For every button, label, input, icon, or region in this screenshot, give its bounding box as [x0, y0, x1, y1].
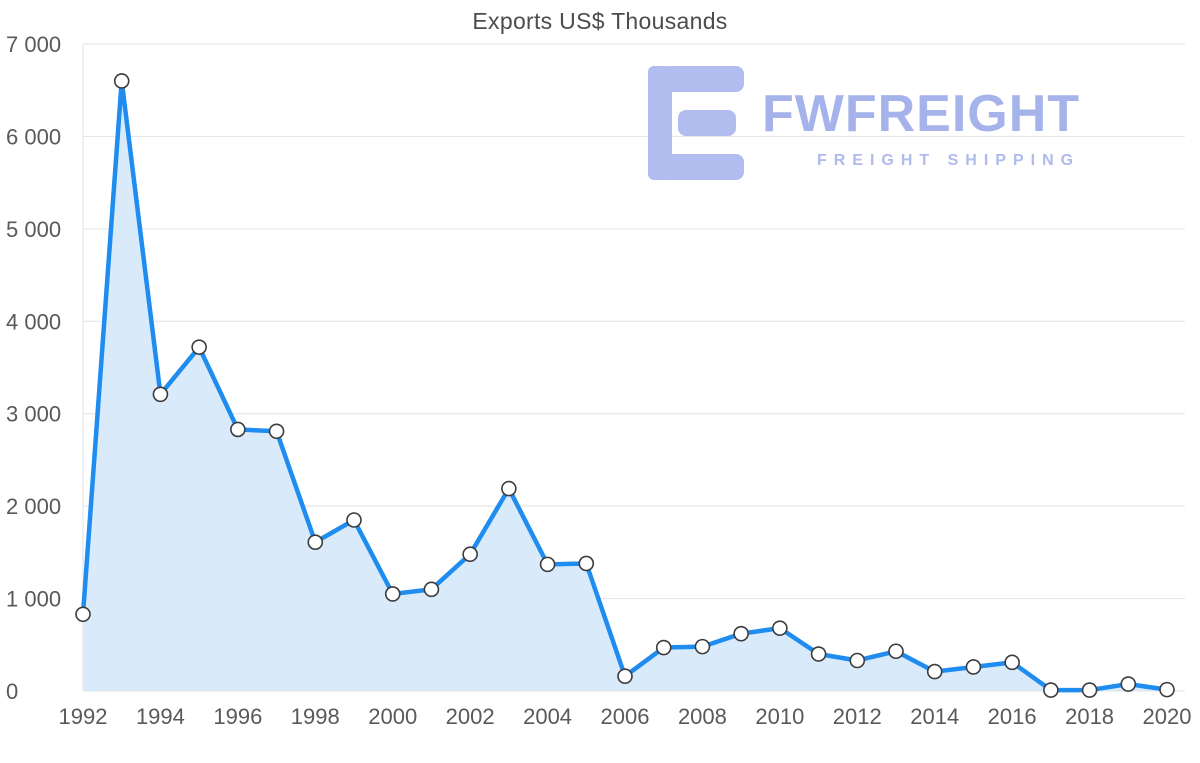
series-area-fill	[83, 80, 1167, 691]
data-point-marker	[152, 386, 169, 403]
y-axis-tick-label: 0	[6, 679, 18, 704]
data-point-marker	[733, 625, 749, 642]
x-axis-tick-label: 1994	[136, 704, 185, 729]
data-point-marker	[578, 555, 595, 572]
x-axis-tick-label: 2000	[368, 704, 417, 729]
x-axis-tick-label: 2010	[755, 704, 804, 729]
data-point-marker	[501, 480, 517, 497]
data-point-marker	[346, 512, 362, 528]
x-axis-tick-label: 2002	[446, 704, 495, 729]
data-point-marker	[926, 663, 943, 680]
data-point-marker	[810, 646, 827, 662]
data-point-marker	[772, 620, 788, 636]
data-point-marker	[1081, 682, 1098, 698]
data-point-marker	[384, 586, 401, 602]
y-axis-tick-label: 6 000	[6, 124, 61, 149]
data-point-marker	[1120, 676, 1137, 692]
y-axis-tick-label: 4 000	[6, 309, 61, 334]
x-axis-tick-label: 2020	[1143, 704, 1192, 729]
x-axis-tick-label: 2006	[601, 704, 650, 729]
x-axis-tick-label: 1992	[59, 704, 108, 729]
y-axis-tick-label: 3 000	[6, 402, 61, 427]
data-point-marker	[849, 652, 866, 669]
data-point-marker	[965, 659, 982, 675]
x-axis-tick-label: 2014	[910, 704, 959, 729]
y-axis-tick-label: 2 000	[6, 494, 61, 519]
data-point-marker	[268, 423, 285, 440]
data-point-marker	[539, 556, 556, 573]
data-point-marker	[1004, 654, 1020, 671]
data-point-marker	[617, 668, 633, 685]
chart-title: Exports US$ Thousands	[472, 8, 728, 34]
data-point-marker	[462, 546, 478, 563]
data-point-marker	[1043, 682, 1059, 698]
data-point-marker	[694, 638, 711, 655]
data-point-marker	[423, 581, 440, 598]
x-axis-tick-label: 2016	[988, 704, 1037, 729]
y-axis-tick-label: 5 000	[6, 217, 61, 242]
x-axis-tick-label: 2004	[523, 704, 572, 729]
data-point-marker	[113, 73, 130, 89]
data-point-marker	[230, 421, 246, 438]
x-axis-tick-label: 1998	[291, 704, 340, 729]
data-point-marker	[191, 339, 207, 355]
data-point-marker	[1159, 681, 1175, 698]
y-axis-tick-label: 1 000	[6, 587, 61, 612]
x-axis-tick-label: 2018	[1065, 704, 1114, 729]
x-axis-tick-label: 1996	[213, 704, 262, 729]
y-axis-tick-label: 7 000	[6, 32, 61, 57]
data-point-marker	[888, 643, 904, 660]
x-axis-tick-label: 2008	[678, 704, 727, 729]
x-axis-tick-label: 2012	[833, 704, 882, 729]
data-point-marker	[655, 639, 672, 656]
data-point-marker	[307, 534, 324, 550]
data-point-marker	[75, 606, 91, 623]
